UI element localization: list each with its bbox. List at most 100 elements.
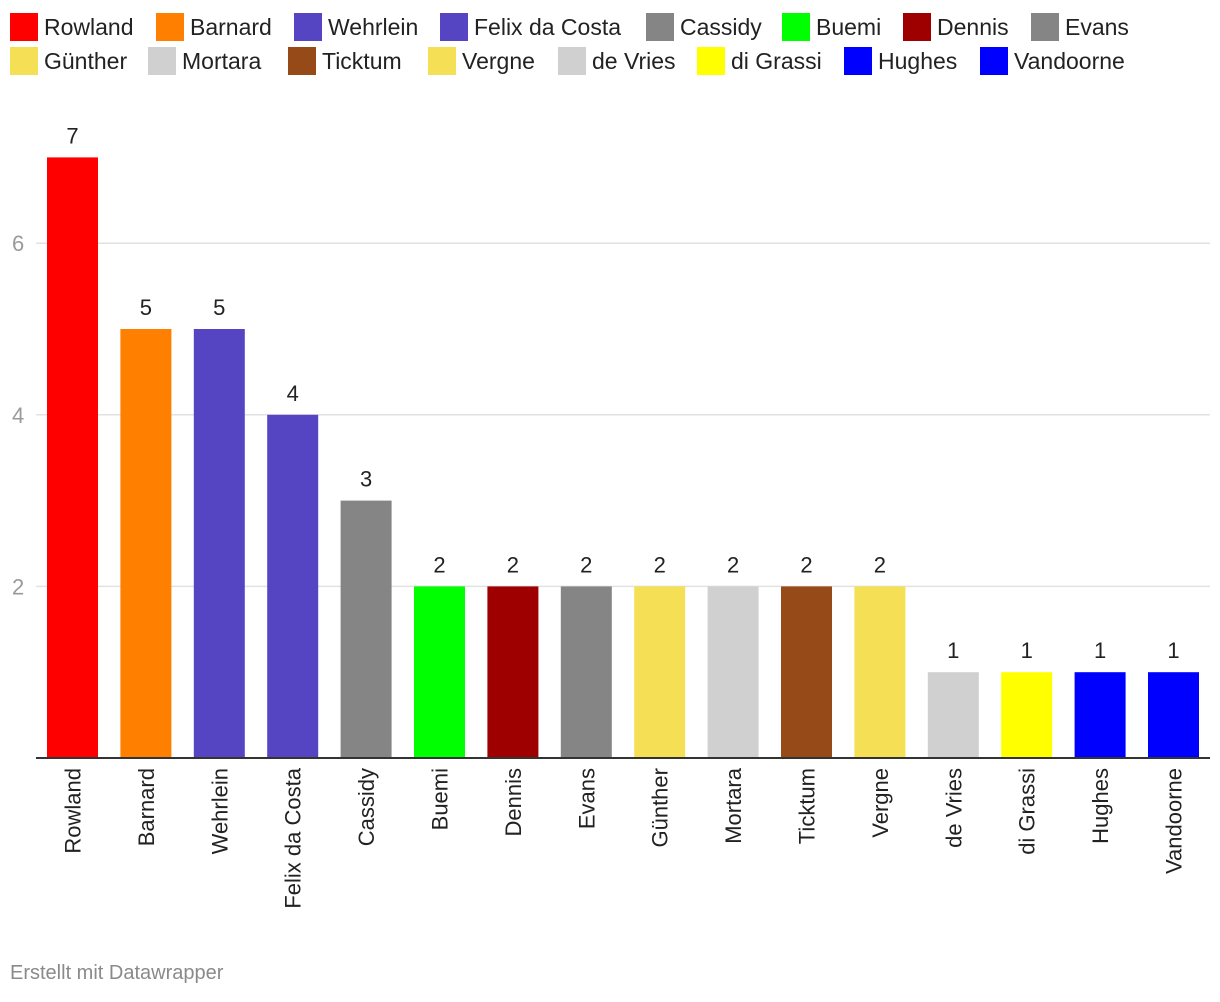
legend-label: Hughes — [878, 47, 958, 74]
legend-swatch — [1031, 13, 1059, 41]
legend-swatch — [558, 47, 586, 75]
x-tick-label: Wehrlein — [207, 768, 232, 854]
legend-swatch — [288, 47, 316, 75]
bar — [414, 586, 465, 758]
legend-swatch — [10, 47, 38, 75]
legend-item: Barnard — [156, 12, 272, 42]
legend-item: Felix da Costa — [440, 12, 621, 42]
data-label: 2 — [800, 552, 812, 577]
legend-swatch — [148, 47, 176, 75]
y-tick-label: 4 — [12, 403, 24, 428]
legend-item: Mortara — [148, 46, 261, 76]
bar — [1001, 672, 1053, 758]
bar — [854, 586, 906, 758]
legend-item: Hughes — [844, 46, 957, 76]
x-tick-label: Vergne — [868, 768, 893, 838]
data-label: 2 — [433, 552, 445, 577]
bar — [927, 672, 979, 758]
legend-item: Günther — [10, 46, 127, 76]
x-tick-label: Evans — [574, 768, 599, 829]
legend-label: Mortara — [182, 47, 262, 74]
legend-item: Ticktum — [288, 46, 402, 76]
bar — [560, 586, 612, 758]
bar — [487, 586, 539, 758]
legend-item: Wehrlein — [294, 12, 418, 42]
data-label: 5 — [140, 295, 152, 320]
data-label: 2 — [580, 552, 592, 577]
legend-item: Rowland — [10, 12, 134, 42]
legend-swatch — [844, 47, 872, 75]
data-label: 3 — [360, 467, 372, 492]
data-label: 1 — [947, 638, 959, 663]
legend-item: Vergne — [428, 46, 535, 76]
data-label: 1 — [1094, 638, 1106, 663]
data-label: 5 — [213, 295, 225, 320]
legend-item: Evans — [1031, 12, 1129, 42]
x-tick-label: Felix da Costa — [281, 767, 306, 908]
legend-label: Wehrlein — [328, 13, 419, 40]
legend-swatch — [440, 13, 468, 41]
x-tick-label: Mortara — [721, 767, 746, 844]
x-tick-label: Dennis — [501, 768, 526, 836]
y-tick-label: 2 — [12, 574, 24, 599]
bar — [781, 586, 832, 758]
legend-swatch — [980, 47, 1008, 75]
x-tick-label: Ticktum — [795, 768, 820, 844]
x-tick-label: Rowland — [61, 768, 86, 854]
x-tick-label: Günther — [648, 768, 673, 848]
legend-item: Vandoorne — [980, 46, 1125, 76]
legend-label: Barnard — [190, 13, 272, 40]
x-tick-label: di Grassi — [1015, 768, 1040, 855]
legend-swatch — [294, 13, 322, 41]
data-label: 2 — [727, 552, 739, 577]
bar — [193, 329, 245, 758]
bar — [1074, 672, 1126, 758]
bar — [707, 586, 759, 758]
x-tick-label: Buemi — [428, 768, 453, 830]
x-tick-label: de Vries — [941, 768, 966, 848]
data-label: 4 — [287, 381, 299, 406]
legend-label: Cassidy — [680, 13, 762, 40]
legend-item: de Vries — [558, 46, 676, 76]
legend-label: Dennis — [937, 13, 1009, 40]
bar — [634, 586, 686, 758]
data-label: 1 — [1167, 638, 1179, 663]
legend-label: Buemi — [816, 13, 882, 40]
bar — [1148, 672, 1199, 758]
legend-swatch — [646, 13, 674, 41]
legend-label: Vergne — [462, 47, 535, 74]
legend-swatch — [10, 13, 38, 41]
x-tick-label: Hughes — [1088, 768, 1113, 844]
data-label: 1 — [1021, 638, 1033, 663]
x-tick-label: Barnard — [134, 768, 159, 846]
legend-label: Ticktum — [322, 47, 402, 74]
legend-swatch — [156, 13, 184, 41]
legend-swatch — [903, 13, 931, 41]
data-label: 2 — [654, 552, 666, 577]
legend-label: Rowland — [44, 13, 134, 40]
legend-item: di Grassi — [697, 46, 822, 76]
legend-item: Cassidy — [646, 12, 762, 42]
legend-label: di Grassi — [731, 47, 822, 74]
data-label: 7 — [66, 123, 78, 148]
legend-label: de Vries — [592, 47, 676, 74]
bar — [47, 157, 98, 758]
y-tick-label: 6 — [12, 231, 24, 256]
bar — [267, 414, 319, 758]
x-tick-label: Vandoorne — [1162, 768, 1187, 874]
legend-label: Vandoorne — [1014, 47, 1125, 74]
legend-swatch — [697, 47, 725, 75]
bar — [120, 329, 172, 758]
legend-label: Felix da Costa — [474, 13, 622, 40]
legend-item: Dennis — [903, 12, 1009, 42]
x-tick-label: Cassidy — [354, 768, 379, 846]
legend-item: Buemi — [782, 12, 881, 42]
legend-label: Günther — [44, 47, 128, 74]
bar — [340, 500, 392, 758]
legend-swatch — [428, 47, 456, 75]
data-label: 2 — [874, 552, 886, 577]
legend-label: Evans — [1065, 13, 1129, 40]
data-label: 2 — [507, 552, 519, 577]
footer-credit: Erstellt mit Datawrapper — [10, 962, 224, 984]
